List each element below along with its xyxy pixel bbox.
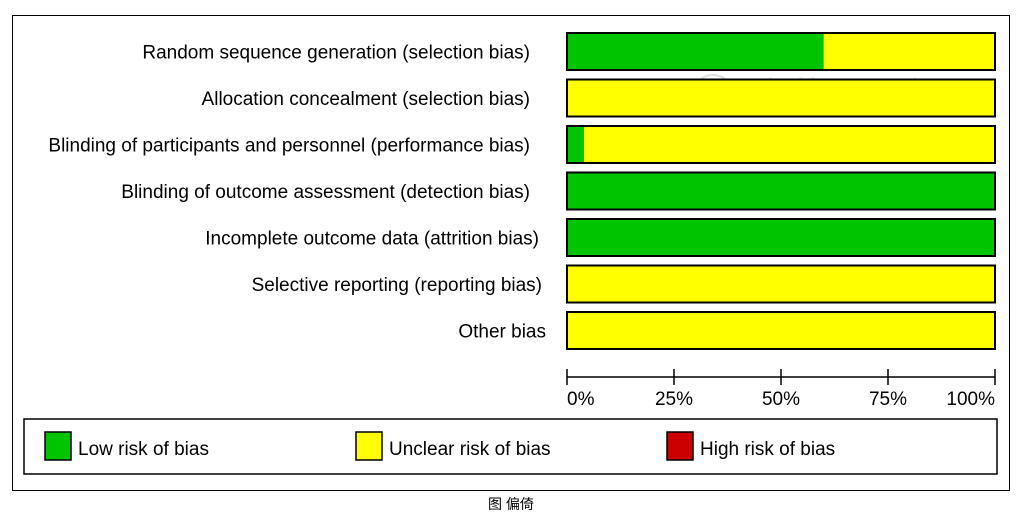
bar-outline <box>566 32 996 71</box>
category-label: Selective reporting (reporting bias) <box>252 275 542 296</box>
bar-segment <box>567 126 585 163</box>
bar-segment <box>567 79 995 117</box>
x-tick-label: 75% <box>869 389 907 410</box>
bar-outline <box>566 264 996 304</box>
legend-box <box>23 418 998 475</box>
bar-segment <box>567 312 995 349</box>
bar-outline <box>566 78 996 118</box>
bar-segment <box>584 126 995 163</box>
bar-segment <box>567 219 995 256</box>
chart-frame <box>12 15 1010 491</box>
bar-outline <box>566 311 996 350</box>
bar-segment <box>567 172 995 210</box>
bar-outline <box>566 218 996 257</box>
bar-segment <box>823 33 995 70</box>
legend-label: High risk of bias <box>700 439 835 460</box>
x-tick-label: 100% <box>946 389 995 410</box>
bar-segment <box>567 33 824 70</box>
x-tick-label: 25% <box>655 389 693 410</box>
legend-label: Unclear risk of bias <box>389 439 551 460</box>
category-label: Blinding of participants and personnel (… <box>48 136 530 157</box>
category-label: Random sequence generation (selection bi… <box>142 43 530 64</box>
category-label: Allocation concealment (selection bias) <box>202 89 530 110</box>
category-label: Incomplete outcome data (attrition bias) <box>205 229 539 250</box>
category-label: Blinding of outcome assessment (detectio… <box>121 182 530 203</box>
figure-caption: 图 偏倚 <box>488 496 534 512</box>
bar-segment <box>567 265 995 303</box>
legend-swatch <box>666 431 694 461</box>
legend-swatch <box>44 431 72 461</box>
legend-swatch <box>355 431 383 461</box>
category-label: Other bias <box>458 322 546 343</box>
bar-outline <box>566 125 996 164</box>
x-tick-label: 50% <box>762 389 800 410</box>
x-tick-label: 0% <box>567 389 595 410</box>
bar-outline <box>566 171 996 211</box>
legend-label: Low risk of bias <box>78 439 209 460</box>
